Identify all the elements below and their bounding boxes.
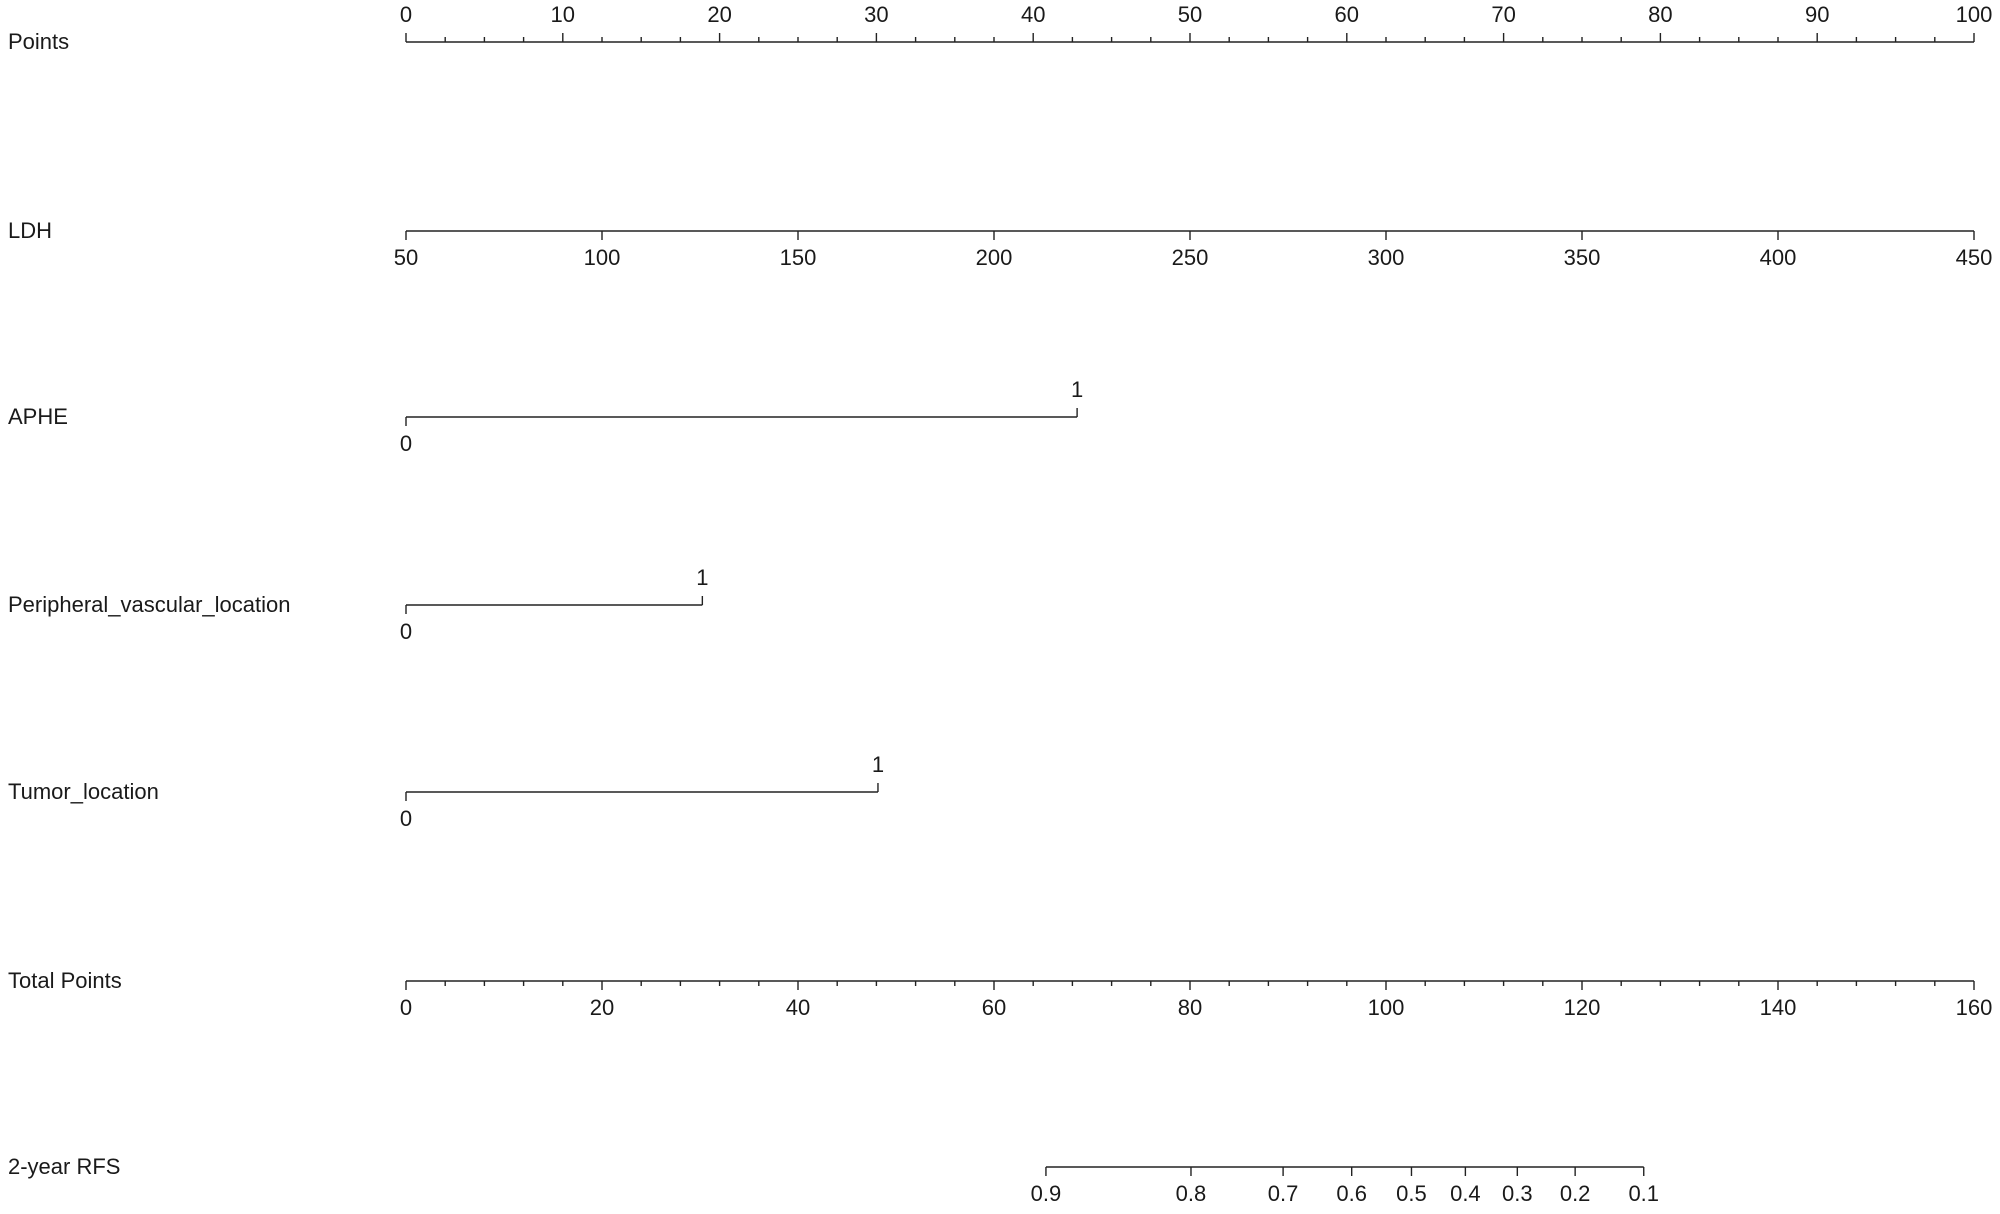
tick-label: 20	[590, 995, 614, 1020]
tick-label: 80	[1178, 995, 1202, 1020]
tick-label: 100	[1956, 2, 1993, 27]
tick-label: 1	[872, 752, 884, 777]
tick-label: 0	[400, 806, 412, 831]
tick-label: 0.5	[1396, 1181, 1427, 1206]
tick-label: 0.2	[1560, 1181, 1591, 1206]
row-label: Tumor_location	[8, 779, 159, 804]
tick-label: 140	[1760, 995, 1797, 1020]
tick-label: 250	[1172, 245, 1209, 270]
tick-label: 10	[551, 2, 575, 27]
tick-label: 0.8	[1176, 1181, 1207, 1206]
tick-label: 0.6	[1336, 1181, 1367, 1206]
tick-label: 40	[1021, 2, 1045, 27]
tick-label: 30	[864, 2, 888, 27]
tick-label: 0.4	[1450, 1181, 1481, 1206]
tick-label: 0.3	[1502, 1181, 1533, 1206]
tick-label: 40	[786, 995, 810, 1020]
tick-label: 90	[1805, 2, 1829, 27]
tick-label: 1	[696, 565, 708, 590]
row-label: APHE	[8, 404, 68, 429]
tick-label: 300	[1368, 245, 1405, 270]
tick-label: 100	[1368, 995, 1405, 1020]
tick-label: 450	[1956, 245, 1993, 270]
tick-label: 150	[780, 245, 817, 270]
tick-label: 60	[1335, 2, 1359, 27]
row-label: Peripheral_vascular_location	[8, 592, 291, 617]
tick-label: 70	[1491, 2, 1515, 27]
tick-label: 0	[400, 995, 412, 1020]
tick-label: 400	[1760, 245, 1797, 270]
tick-label: 0	[400, 2, 412, 27]
tick-label: 120	[1564, 995, 1601, 1020]
tick-label: 20	[707, 2, 731, 27]
row-label: Points	[8, 29, 69, 54]
tick-label: 0.9	[1031, 1181, 1062, 1206]
tick-label: 1	[1071, 377, 1083, 402]
tick-label: 80	[1648, 2, 1672, 27]
tick-label: 0	[400, 619, 412, 644]
row-label: Total Points	[8, 968, 122, 993]
tick-label: 60	[982, 995, 1006, 1020]
tick-label: 0	[400, 431, 412, 456]
tick-label: 160	[1956, 995, 1993, 1020]
tick-label: 100	[584, 245, 621, 270]
tick-label: 50	[394, 245, 418, 270]
tick-label: 50	[1178, 2, 1202, 27]
tick-label: 0.7	[1268, 1181, 1299, 1206]
row-label: LDH	[8, 218, 52, 243]
row-label: 2-year RFS	[8, 1154, 120, 1179]
tick-label: 200	[976, 245, 1013, 270]
tick-label: 350	[1564, 245, 1601, 270]
tick-label: 0.1	[1628, 1181, 1659, 1206]
